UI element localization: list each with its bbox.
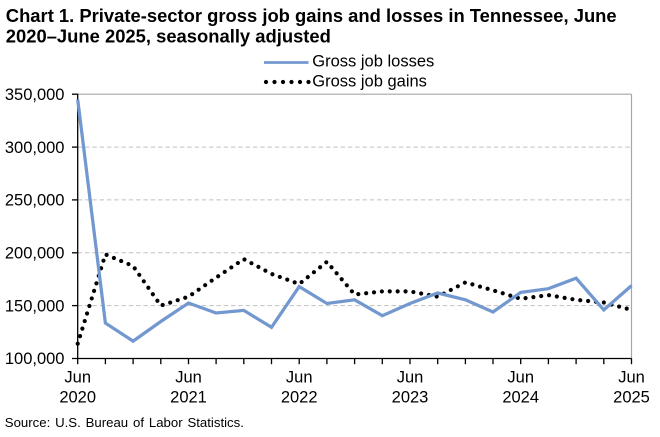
svg-text:200,000: 200,000 <box>5 245 65 263</box>
svg-text:2021: 2021 <box>170 388 207 406</box>
svg-text:100,000: 100,000 <box>5 350 65 368</box>
svg-text:Jun: Jun <box>618 369 645 387</box>
svg-text:Jun: Jun <box>286 369 313 387</box>
svg-text:Source: U.S. Bureau of Labor S: Source: U.S. Bureau of Labor Statistics. <box>5 415 244 430</box>
svg-text:2025: 2025 <box>613 388 650 406</box>
svg-text:300,000: 300,000 <box>5 139 65 157</box>
svg-text:Jun: Jun <box>397 369 424 387</box>
svg-text:2022: 2022 <box>281 388 318 406</box>
svg-text:2024: 2024 <box>502 388 539 406</box>
svg-text:Gross job gains: Gross job gains <box>312 72 427 90</box>
svg-text:2020–June 2025, seasonally adj: 2020–June 2025, seasonally adjusted <box>6 26 331 47</box>
svg-text:250,000: 250,000 <box>5 192 65 210</box>
svg-text:350,000: 350,000 <box>5 86 65 104</box>
svg-text:Chart 1. Private-sector gross: Chart 1. Private-sector gross job gains … <box>6 5 617 26</box>
svg-text:2023: 2023 <box>392 388 429 406</box>
svg-text:150,000: 150,000 <box>5 297 65 315</box>
svg-text:Gross job losses: Gross job losses <box>312 52 434 70</box>
svg-text:Jun: Jun <box>175 369 202 387</box>
svg-text:Jun: Jun <box>507 369 534 387</box>
svg-text:2020: 2020 <box>59 388 96 406</box>
svg-text:Jun: Jun <box>64 369 91 387</box>
